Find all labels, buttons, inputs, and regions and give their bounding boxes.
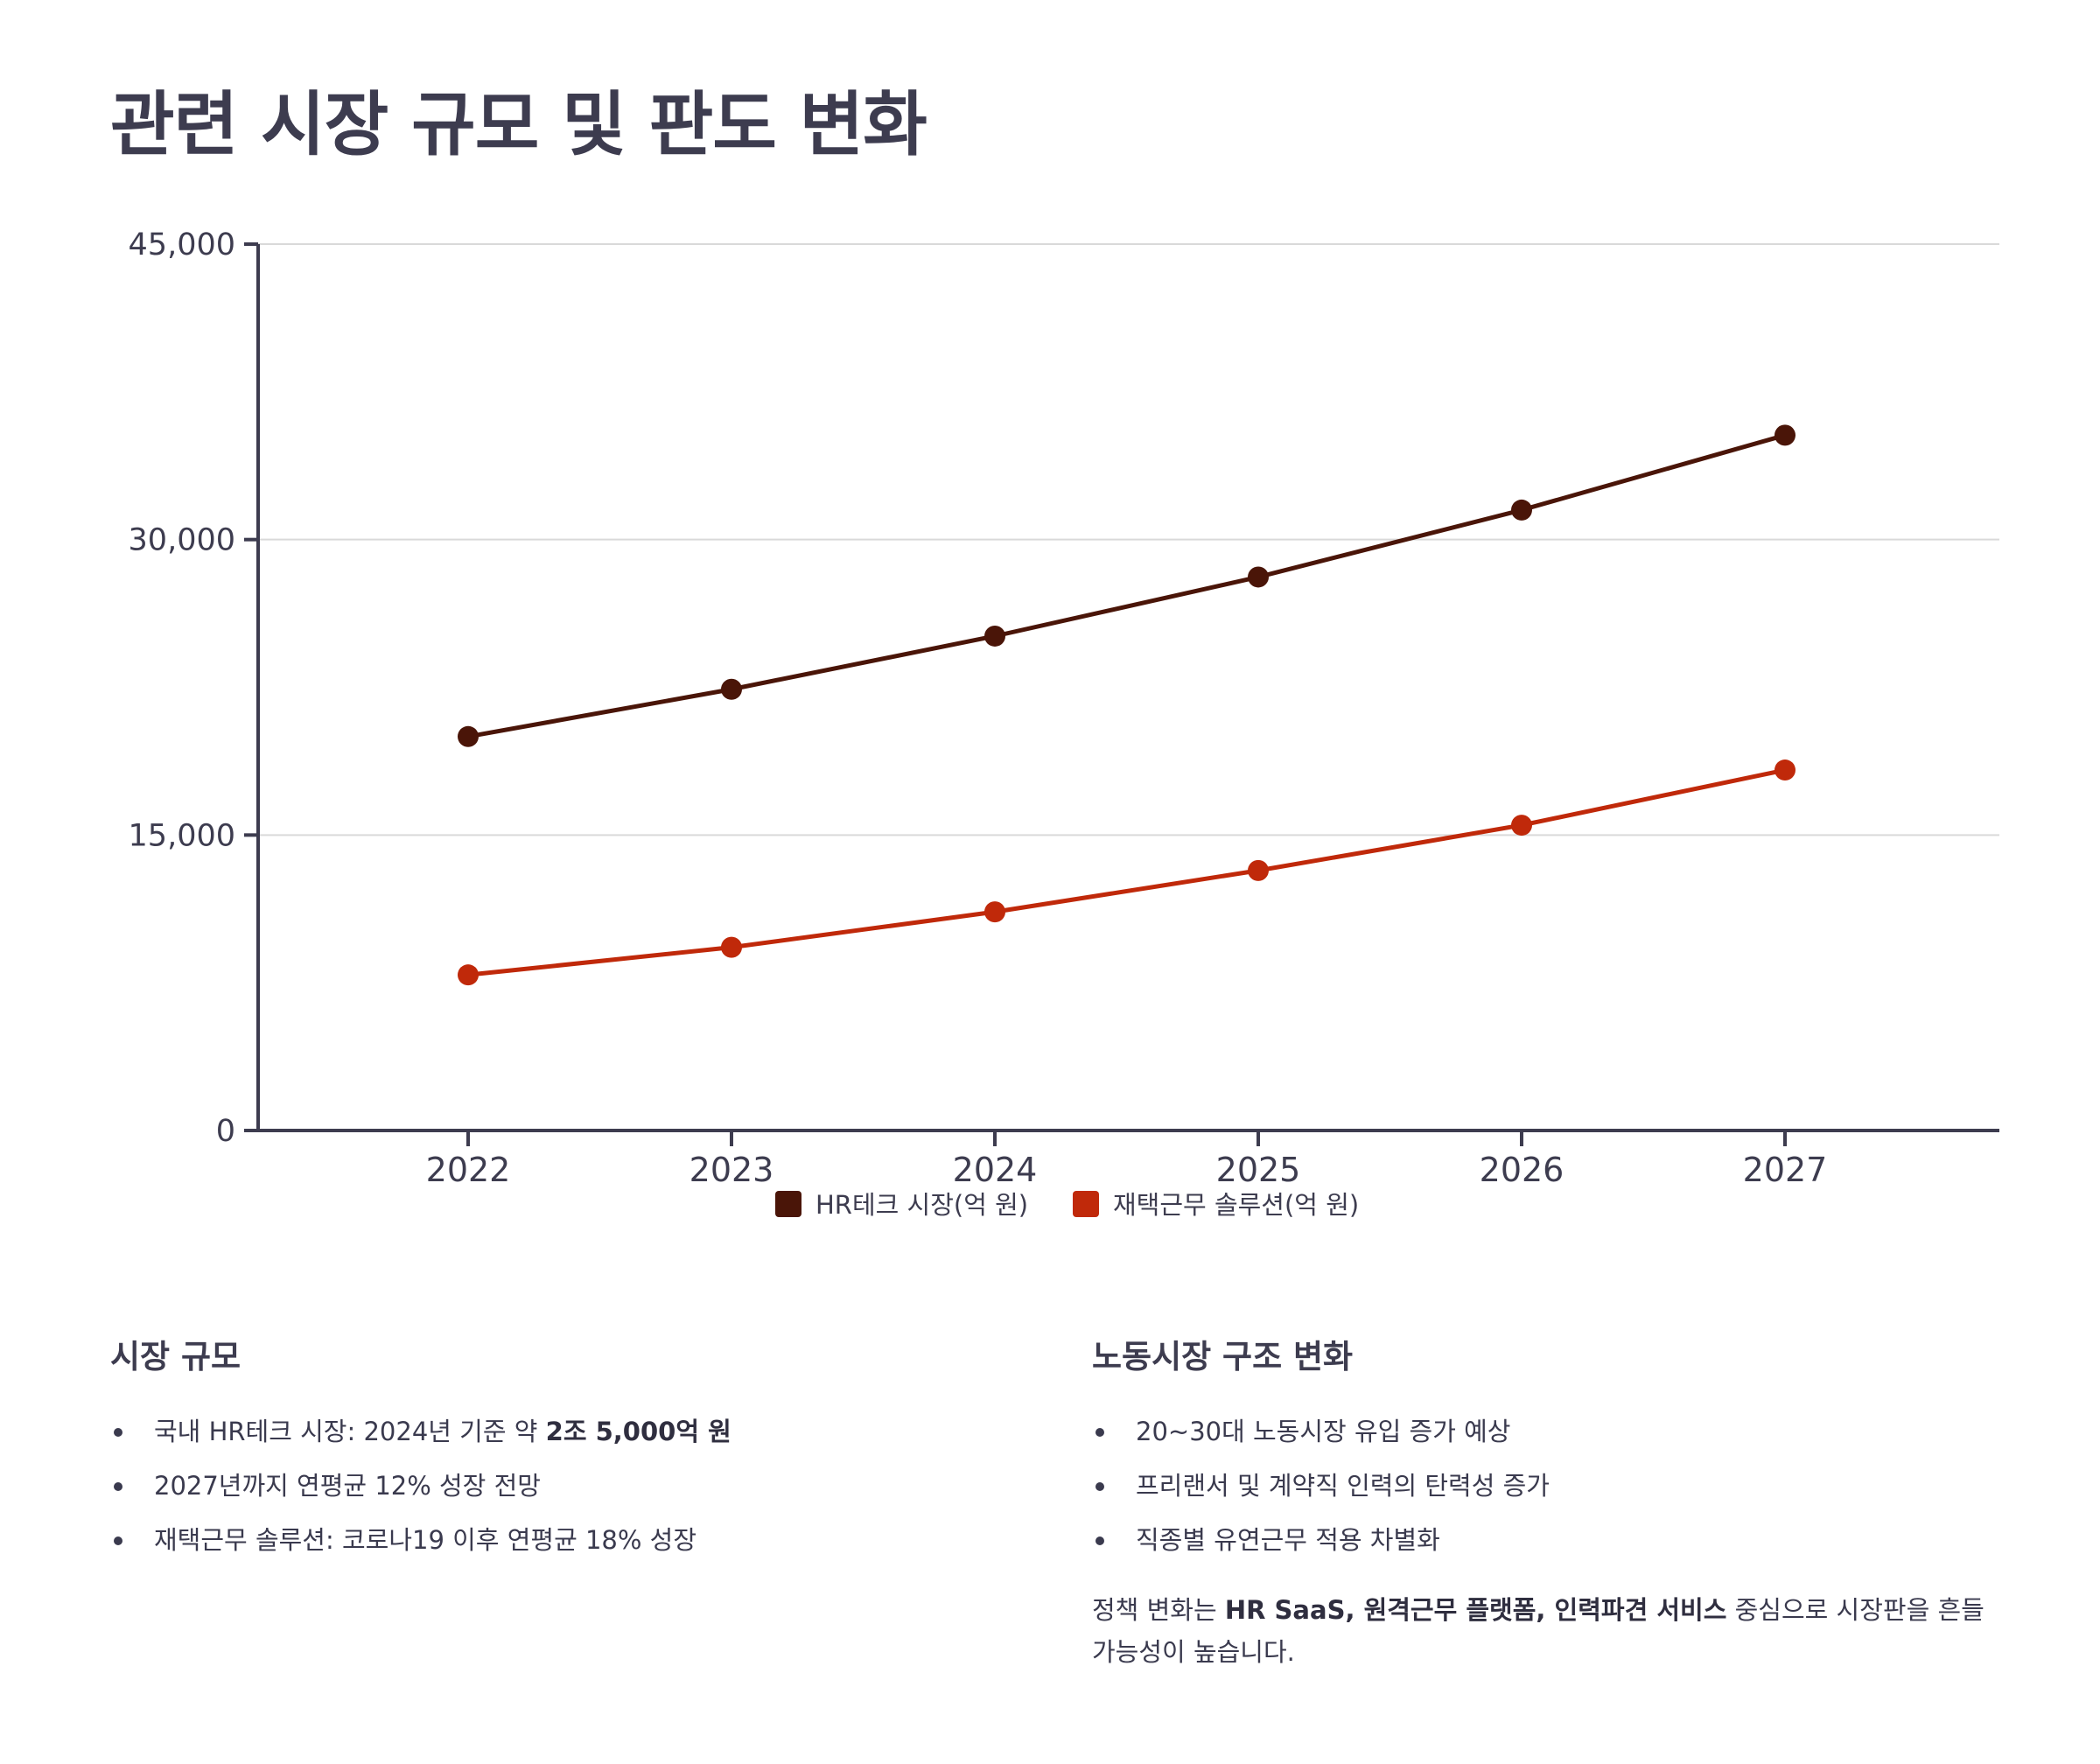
- series-line-1: [466, 432, 1788, 739]
- y-tick-label: 15,000: [129, 818, 235, 853]
- legend-swatch: [775, 1191, 802, 1217]
- data-point: [1511, 815, 1532, 836]
- list-item: 재택근무 솔루션: 코로나19 이후 연평균 18% 성장: [110, 1521, 1038, 1559]
- data-point: [721, 678, 742, 700]
- x-tick-label: 2026: [1480, 1151, 1564, 1189]
- list-item: 2027년까지 연평균 12% 성장 전망: [110, 1466, 1038, 1505]
- x-tick-label: 2022: [426, 1151, 511, 1189]
- data-point: [984, 901, 1005, 923]
- data-point: [1511, 499, 1532, 521]
- labor-market-list: 20~30대 노동시장 유입 증가 예상 프리랜서 및 계약직 인력의 탄력성 …: [1092, 1412, 2020, 1559]
- market-size-list: 국내 HR테크 시장: 2024년 기준 약 2조 5,000억 원 2027년…: [110, 1412, 1038, 1559]
- market-size-heading: 시장 규모: [110, 1338, 242, 1376]
- legend-swatch: [1073, 1191, 1099, 1217]
- data-point: [1774, 760, 1796, 781]
- x-tick-label: 2023: [690, 1151, 774, 1189]
- legend-label: 재택근무 솔루션(억 원): [1113, 1190, 1359, 1220]
- x-tick-label: 2025: [1216, 1151, 1301, 1189]
- data-point: [1248, 566, 1269, 588]
- legend-label: HR테크 시장(억 원): [816, 1190, 1028, 1220]
- data-point: [458, 964, 479, 986]
- market-size-section: 시장 규모 국내 HR테크 시장: 2024년 기준 약 2조 5,000억 원…: [110, 1330, 1038, 1575]
- y-tick-label: 30,000: [129, 523, 235, 558]
- data-point: [984, 625, 1005, 647]
- line-chart: 0 15,000 30,000 45,000 2022 2023 2024 2025 2026 2…: [129, 228, 1999, 1220]
- page-title: 관련 시장 규모 및 판도 변화: [110, 84, 928, 165]
- data-point: [458, 725, 479, 747]
- policy-note: 정책 변화는 HR SaaS, 원격근무 플랫폼, 인력파견 서비스 중심으로 …: [1092, 1595, 1984, 1667]
- list-item: 프리랜서 및 계약직 인력의 탄력성 증가: [1092, 1466, 2020, 1505]
- labor-market-section: 노동시장 구조 변화 20~30대 노동시장 유입 증가 예상 프리랜서 및 계…: [1092, 1330, 2020, 1673]
- data-point: [721, 936, 742, 958]
- labor-market-heading: 노동시장 구조 변화: [1092, 1338, 1354, 1376]
- x-tick-label: 2027: [1743, 1151, 1828, 1189]
- y-tick-label: 45,000: [129, 228, 235, 262]
- x-tick-label: 2024: [953, 1151, 1038, 1189]
- list-item: 국내 HR테크 시장: 2024년 기준 약 2조 5,000억 원: [110, 1412, 1038, 1451]
- list-item: 직종별 유연근무 적용 차별화: [1092, 1521, 2020, 1559]
- series-line-2: [466, 767, 1788, 977]
- list-item: 20~30대 노동시장 유입 증가 예상: [1092, 1412, 2020, 1451]
- data-point: [1248, 859, 1269, 881]
- data-point: [1774, 424, 1796, 446]
- y-tick-label: 0: [216, 1114, 235, 1149]
